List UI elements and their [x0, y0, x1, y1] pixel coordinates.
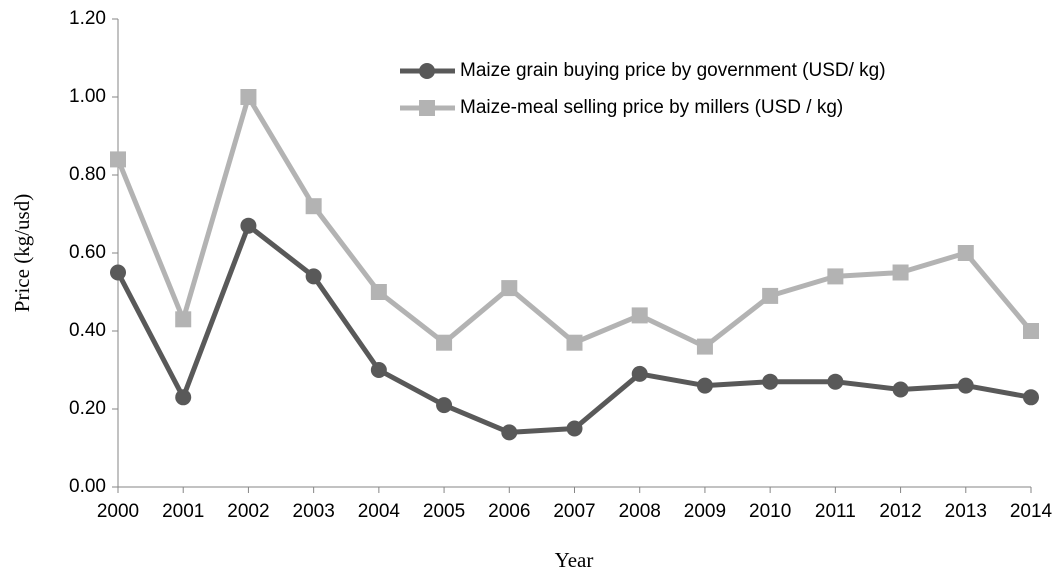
data-point — [827, 268, 844, 285]
y-tick-label: 0.40 — [69, 320, 106, 341]
y-tick-label: 0.00 — [69, 476, 106, 497]
x-tick-label: 2006 — [488, 501, 530, 522]
data-point — [240, 89, 257, 105]
x-tick-label: 2010 — [749, 501, 791, 522]
y-tick-label: 0.80 — [69, 164, 106, 185]
data-point — [566, 420, 583, 437]
data-point — [631, 365, 648, 382]
data-point — [762, 287, 779, 304]
x-tick-label: 2009 — [684, 501, 726, 522]
series-line — [115, 223, 1032, 435]
data-point — [370, 362, 387, 378]
data-point — [696, 338, 713, 355]
x-tick-label: 2002 — [227, 501, 269, 522]
legend-marker — [419, 63, 435, 79]
data-point — [436, 334, 453, 351]
x-tick-label: 2013 — [945, 501, 987, 522]
x-tick-label: 2008 — [619, 501, 661, 522]
data-point — [827, 373, 844, 390]
legend-label: Maize grain buying price by government (… — [460, 60, 886, 81]
legend-label: Maize-meal selling price by millers (USD… — [460, 97, 843, 118]
data-point — [1023, 389, 1039, 406]
data-point — [762, 373, 779, 390]
data-point — [501, 424, 518, 441]
data-point — [370, 284, 387, 300]
data-point — [240, 217, 257, 234]
x-tick-label: 2004 — [358, 501, 401, 522]
x-tick-label: 2007 — [553, 501, 595, 522]
x-axis-title: Year — [555, 548, 594, 572]
data-point — [957, 377, 974, 394]
data-point — [566, 334, 583, 351]
y-axis-title: Price (kg/usd) — [10, 194, 34, 312]
y-tick-label: 1.00 — [69, 86, 106, 107]
x-tick-label: 2003 — [293, 501, 335, 522]
data-point — [175, 389, 192, 406]
data-point — [110, 264, 126, 281]
x-tick-label: 2012 — [879, 501, 921, 522]
x-tick-label: 2001 — [162, 501, 204, 522]
y-tick-label: 1.20 — [69, 8, 106, 29]
data-point — [631, 307, 648, 324]
y-tick-label: 0.60 — [69, 242, 106, 263]
data-point — [110, 151, 126, 168]
x-tick-label: 2014 — [1010, 501, 1053, 522]
data-point — [175, 311, 192, 328]
y-tick-label: 0.20 — [69, 398, 106, 419]
data-point — [436, 397, 453, 414]
data-point — [957, 245, 974, 261]
data-point — [305, 268, 322, 285]
x-tick-label: 2005 — [423, 501, 465, 522]
x-tick-label: 2011 — [815, 501, 856, 522]
data-point — [892, 264, 909, 281]
data-point — [696, 377, 713, 394]
legend-marker — [419, 100, 435, 116]
data-point — [305, 198, 322, 215]
data-point — [892, 381, 909, 398]
data-point — [1023, 323, 1039, 339]
data-point — [501, 280, 518, 297]
x-tick-label: 2000 — [97, 501, 139, 522]
